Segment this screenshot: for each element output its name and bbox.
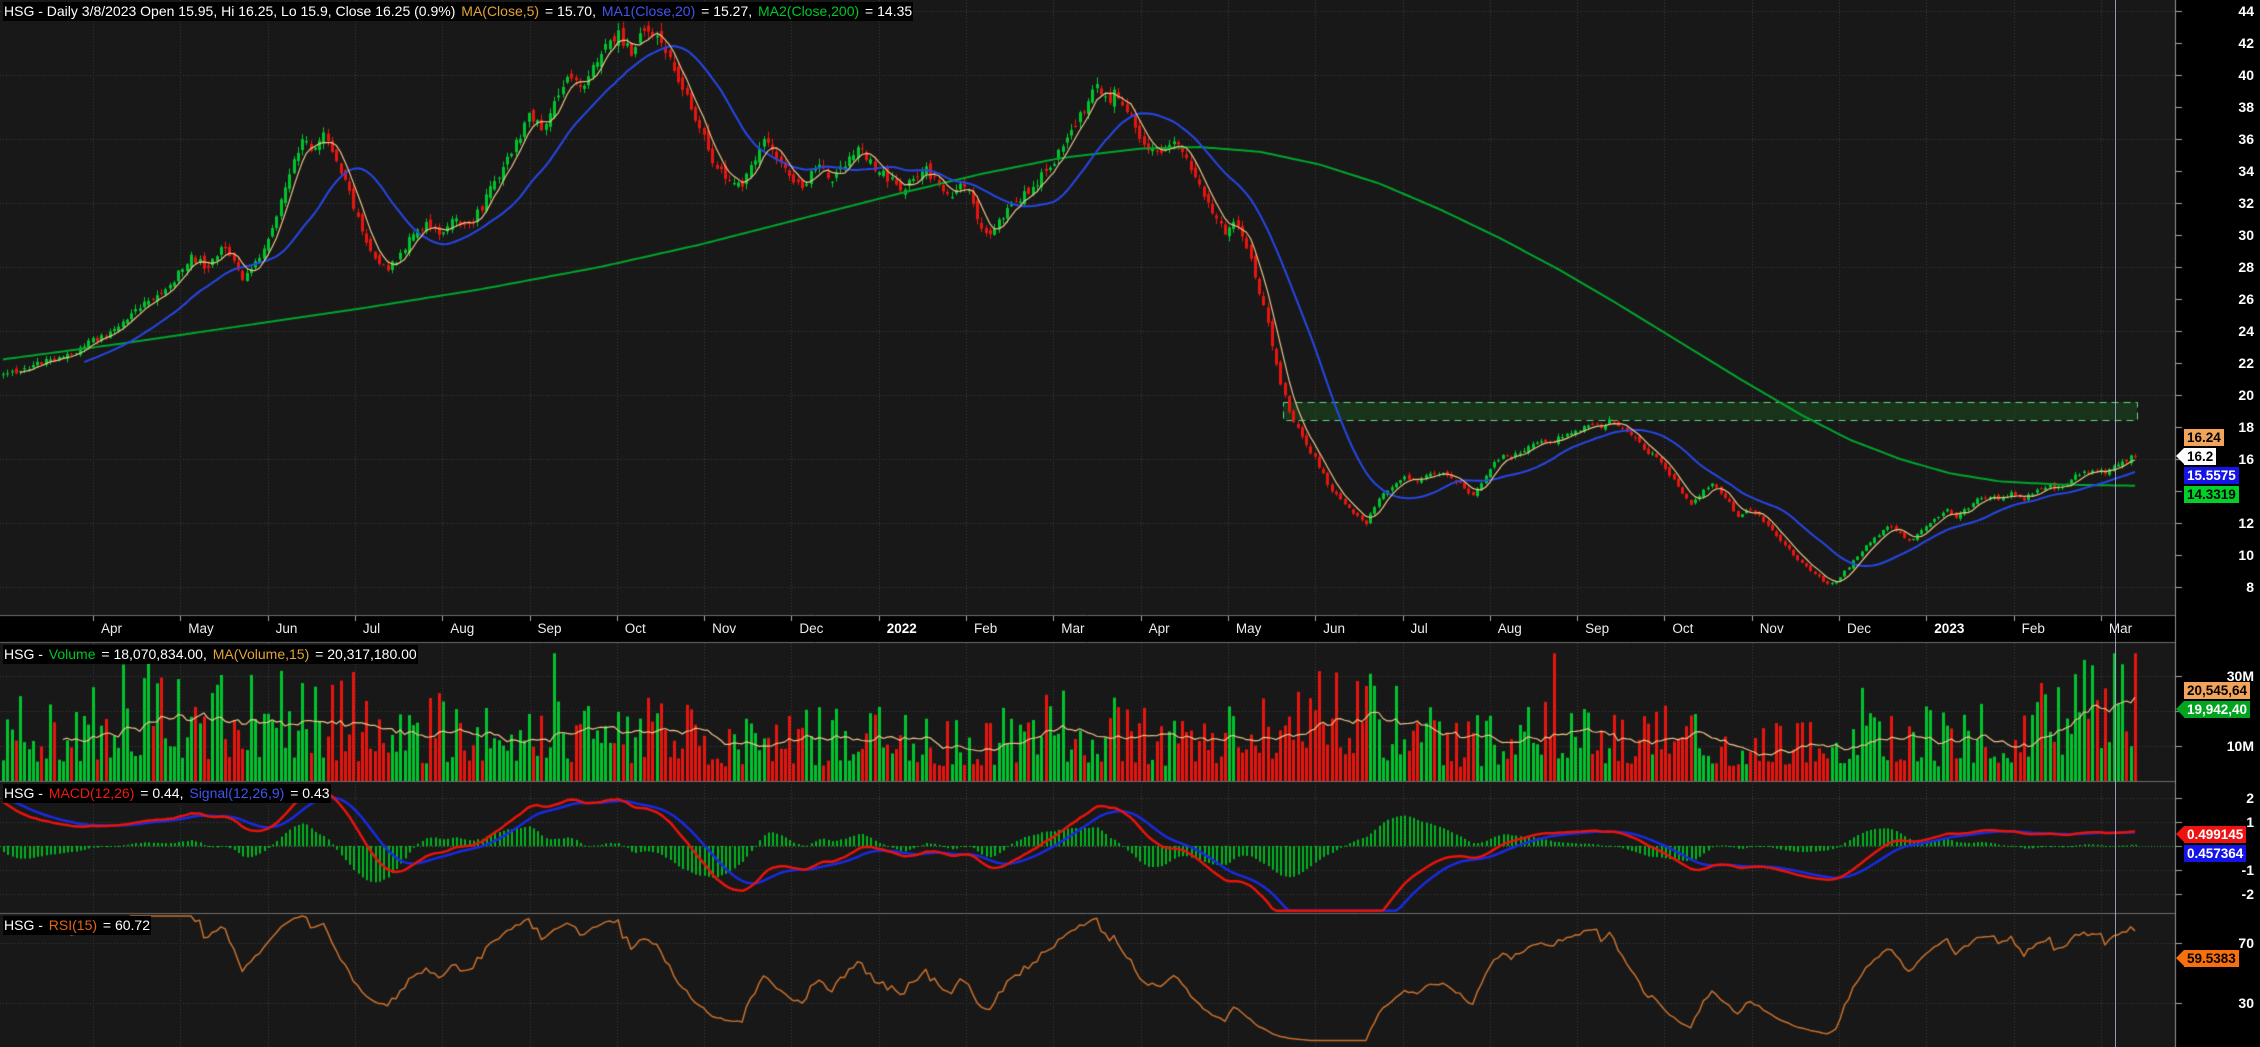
date-axis-label: May [1235,621,1262,636]
pane-title-segment: MA(Close,5) [460,2,541,21]
pane-title-segment: MACD(12,26) [47,784,136,803]
axis-tick-label: 30M [2226,668,2254,684]
axis-tick-label: 18 [2238,419,2254,435]
axis-tick-label: -1 [2241,862,2254,878]
date-axis-label: Nov [712,621,737,636]
pane-title-segment: MA1(Close,20) [600,2,697,21]
date-axis-label: Dec [799,621,824,636]
date-axis-label: Oct [624,621,646,636]
date-axis-label: Jun [275,621,298,636]
pane-title-segment: MA2(Close,200) [757,2,861,21]
axis-tick-label: 28 [2238,259,2254,275]
price-pane-title: HSG - Daily 3/8/2023 Open 15.95, Hi 16.2… [3,2,914,21]
date-axis-label: 2022 [886,621,917,636]
pane-title-segment: = 0.43 [285,784,331,803]
axis-tick-label: 70 [2238,935,2254,951]
axis-tick-label: 44 [2238,3,2254,19]
axis-tick-label: 10M [2226,738,2254,754]
badge-arrow [2176,950,2184,966]
pane-title-segment: HSG - [3,916,48,935]
date-axis-label: Jun [1323,621,1345,636]
pane-title-segment: = 15.27, [696,2,758,21]
badge-arrow [2176,448,2184,464]
pane-title-segment: Signal(12,26,9) [188,784,286,803]
pane-title-segment: = 0.44, [135,784,189,803]
date-axis-label: Aug [450,621,475,636]
date-axis-label: Jul [362,621,381,636]
last-value-badge: 16.2 [2184,448,2217,465]
date-axis-label: Feb [974,621,998,636]
axis-tick-label: 38 [2238,99,2254,115]
last-value-badge: 20,545,64 [2184,682,2251,699]
badge-arrow [2176,701,2184,717]
axis-tick-label: 22 [2238,355,2254,371]
date-axis-label: Apr [101,621,123,636]
date-axis-label: Feb [2021,621,2045,636]
badge-arrow [2176,826,2184,842]
date-axis-label: Apr [1148,621,1170,636]
date-axis-label: Sep [537,621,562,636]
pane-title-segment: = 14.35 [860,2,914,21]
rsi-pane-title: HSG - RSI(15) = 60.72 [3,916,152,935]
date-axis-label: Nov [1759,621,1784,636]
last-value-badge: 15.5575 [2184,467,2239,484]
last-value-badge: 59.5383 [2184,950,2239,967]
date-axis-label: 2023 [1934,621,1965,636]
pane-title-segment: HSG - [3,784,48,803]
pane-title-segment: = 60.72 [98,916,152,935]
axis-tick-label: 12 [2238,515,2254,531]
axis-tick-label: 36 [2238,131,2254,147]
date-axis-label: Jul [1410,621,1428,636]
pane-title-segment: = 15.70, [540,2,601,21]
pane-title-segment: = 18,070,834.00, [96,645,212,664]
volume-pane-title: HSG - Volume = 18,070,834.00, MA(Volume,… [3,645,418,664]
date-axis-label: May [188,621,214,636]
date-axis-label: Sep [1585,621,1610,636]
macd-pane-title: HSG - MACD(12,26) = 0.44, Signal(12,26,9… [3,784,331,803]
date-axis-label: Aug [1497,621,1522,636]
pane-title-segment: HSG - [3,645,48,664]
axis-tick-label: 42 [2238,35,2254,51]
pane-title-segment: Volume [47,645,97,664]
axis-tick-label: 32 [2238,195,2254,211]
date-axis-label: Mar [2108,621,2133,636]
last-value-badge: 0.457364 [2184,845,2247,862]
pane-title-segment: HSG - Daily 3/8/2023 Open 15.95, Hi 16.2… [3,2,461,21]
crosshair-line [2115,0,2116,1047]
last-value-badge: 19,942,40 [2184,701,2251,718]
axis-tick-label: -2 [2241,886,2254,902]
axis-tick-label: 2 [2246,790,2254,806]
last-value-badge: 14.3319 [2184,486,2239,503]
axis-tick-label: 40 [2238,67,2254,83]
axis-tick-label: 16 [2238,451,2254,467]
last-value-badge: 16.24 [2184,429,2224,446]
axis-tick-label: 26 [2238,291,2254,307]
axis-tick-label: 8 [2246,579,2254,595]
pane-title-segment: RSI(15) [47,916,99,935]
axis-tick-label: 24 [2238,323,2254,339]
axis-tick-label: 30 [2238,995,2254,1011]
axis-tick-label: 10 [2238,547,2254,563]
date-axis-label: Oct [1672,621,1694,636]
axis-tick-label: 34 [2238,163,2254,179]
date-axis-label: Mar [1061,621,1085,636]
axis-tick-label: 30 [2238,227,2254,243]
axis-tick-label: 20 [2238,387,2254,403]
pane-title-segment: = 20,317,180.00 [310,645,418,664]
pane-title-segment: MA(Volume,15) [211,645,311,664]
date-axis-label: Dec [1847,621,1872,636]
last-value-badge: 0.499145 [2184,826,2247,843]
axis-tick-label: 1 [2246,814,2254,830]
